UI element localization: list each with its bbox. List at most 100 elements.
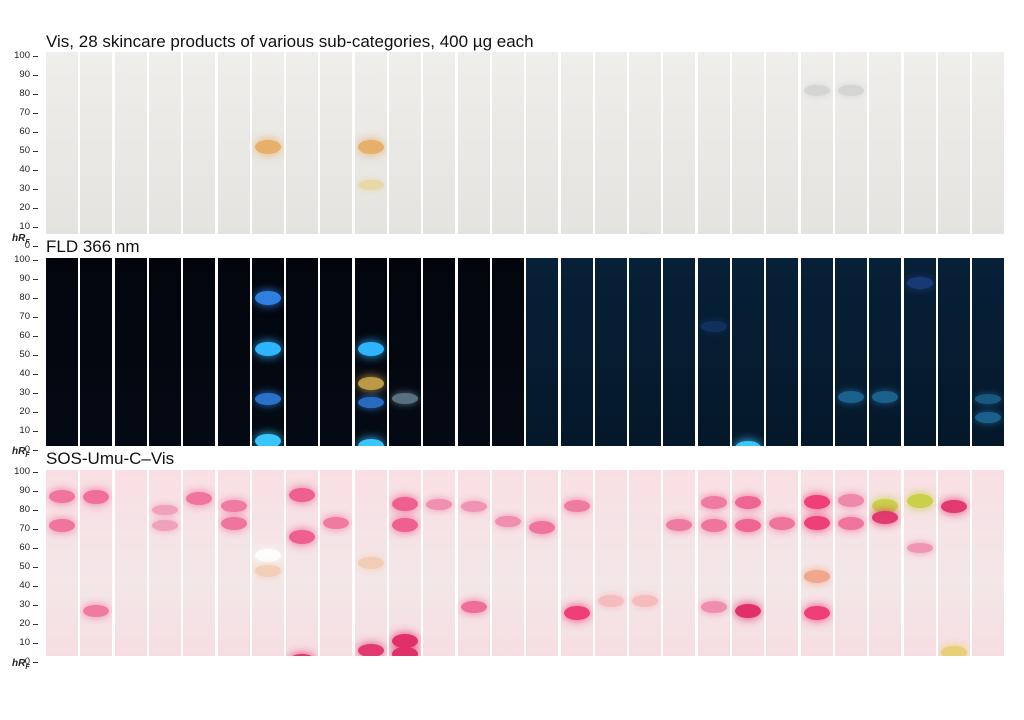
track-lane (869, 470, 902, 656)
track-lane (251, 52, 284, 234)
track-lane (217, 52, 250, 234)
hrf-tick-label: 70 (19, 523, 30, 534)
track-lane (766, 470, 799, 656)
sos-panel: SOS-Umu-C–Vis 100 90 80 70 60 50 40 30 20 10 0 hRF (0, 448, 1024, 678)
track-lane (457, 258, 490, 446)
hrf-tick-mark (33, 317, 38, 318)
vis-axis-label: hRF (12, 233, 30, 246)
hrf-tick-mark (33, 260, 38, 261)
band-spot (357, 180, 384, 191)
track-lane (629, 470, 662, 656)
band-spot (632, 595, 659, 608)
band-spot (460, 500, 487, 512)
hrf-tick-mark (33, 491, 38, 492)
band-spot (529, 520, 556, 534)
track-lane (594, 470, 627, 656)
hrf-tick-mark (33, 355, 38, 356)
hrf-tick-label: 100 (14, 50, 30, 61)
band-spot (700, 321, 727, 332)
track-lane (491, 258, 524, 446)
band-spot (151, 519, 178, 531)
band-spot (357, 439, 384, 446)
track-lane (114, 470, 147, 656)
sos-panel-title: SOS-Umu-C–Vis (46, 449, 175, 468)
hrf-tick-mark (33, 189, 38, 190)
band-spot (837, 391, 864, 403)
vis-hrf-axis: 100 90 80 70 60 50 40 30 20 10 0 (0, 51, 40, 251)
track-lane (286, 258, 319, 446)
hrf-tick-label: 40 (19, 164, 30, 175)
band-spot (700, 496, 727, 509)
hrf-tick-label: 50 (19, 145, 30, 156)
hrf-tick-label: 10 (19, 425, 30, 436)
hrf-tick-mark (33, 567, 38, 568)
band-spot (872, 511, 899, 525)
band-spot (392, 393, 418, 405)
track-lane (594, 52, 627, 234)
track-lane (354, 470, 387, 656)
band-spot (254, 549, 281, 563)
hrf-tick-label: 30 (19, 183, 30, 194)
band-spot (289, 529, 316, 544)
hrf-tick-label: 90 (19, 273, 30, 284)
track-lane (354, 52, 387, 234)
hrf-tick-label: 50 (19, 349, 30, 360)
hrf-tick-label: 20 (19, 406, 30, 417)
band-spot (254, 140, 281, 155)
track-lane (903, 258, 936, 446)
hrf-tick-label: 10 (19, 221, 30, 232)
track-lane (972, 52, 1005, 234)
track-lane (834, 52, 867, 234)
hrf-tick-mark (33, 170, 38, 171)
band-spot (357, 644, 384, 656)
hrf-tick-mark (33, 412, 38, 413)
band-spot (803, 516, 830, 531)
band-spot (254, 291, 281, 305)
track-lane (148, 470, 181, 656)
track-lane (457, 470, 490, 656)
track-lane (80, 258, 113, 446)
band-spot (803, 495, 830, 510)
track-lane (183, 258, 216, 446)
band-spot (254, 342, 281, 357)
band-spot (392, 518, 418, 533)
sos-axis-label: hRF (12, 658, 30, 671)
track-lane (320, 258, 353, 446)
track-lane (903, 52, 936, 234)
band-spot (49, 490, 75, 504)
track-lane (217, 258, 250, 446)
hrf-tick-label: 30 (19, 387, 30, 398)
track-lane (937, 52, 970, 234)
track-lane (869, 258, 902, 446)
band-spot (392, 497, 418, 512)
band-spot (975, 393, 1002, 404)
band-spot (837, 516, 864, 530)
hrf-tick-mark (33, 431, 38, 432)
hrf-tick-label: 80 (19, 504, 30, 515)
track-lane (663, 52, 696, 234)
band-spot (940, 499, 967, 513)
hrf-tick-label: 80 (19, 88, 30, 99)
track-lane (423, 470, 456, 656)
vis-plate-image (46, 52, 1006, 234)
fld-panel-title: FLD 366 nm (46, 237, 140, 256)
track-lane (869, 52, 902, 234)
track-lane (903, 470, 936, 656)
track-lane (834, 258, 867, 446)
track-lane (732, 52, 764, 234)
fld-plate-image (46, 258, 1006, 446)
band-spot (940, 645, 967, 656)
band-spot (872, 391, 899, 403)
hrf-tick-mark (33, 450, 38, 451)
hrf-tick-mark (33, 75, 38, 76)
band-spot (906, 493, 933, 508)
track-lane (286, 52, 319, 234)
track-lane (766, 52, 799, 234)
track-lane (217, 470, 250, 656)
track-lane (389, 470, 421, 656)
track-lane (697, 258, 730, 446)
hrf-tick-label: 40 (19, 580, 30, 591)
band-spot (426, 498, 453, 511)
track-lane (46, 52, 78, 234)
track-lane (526, 52, 559, 234)
